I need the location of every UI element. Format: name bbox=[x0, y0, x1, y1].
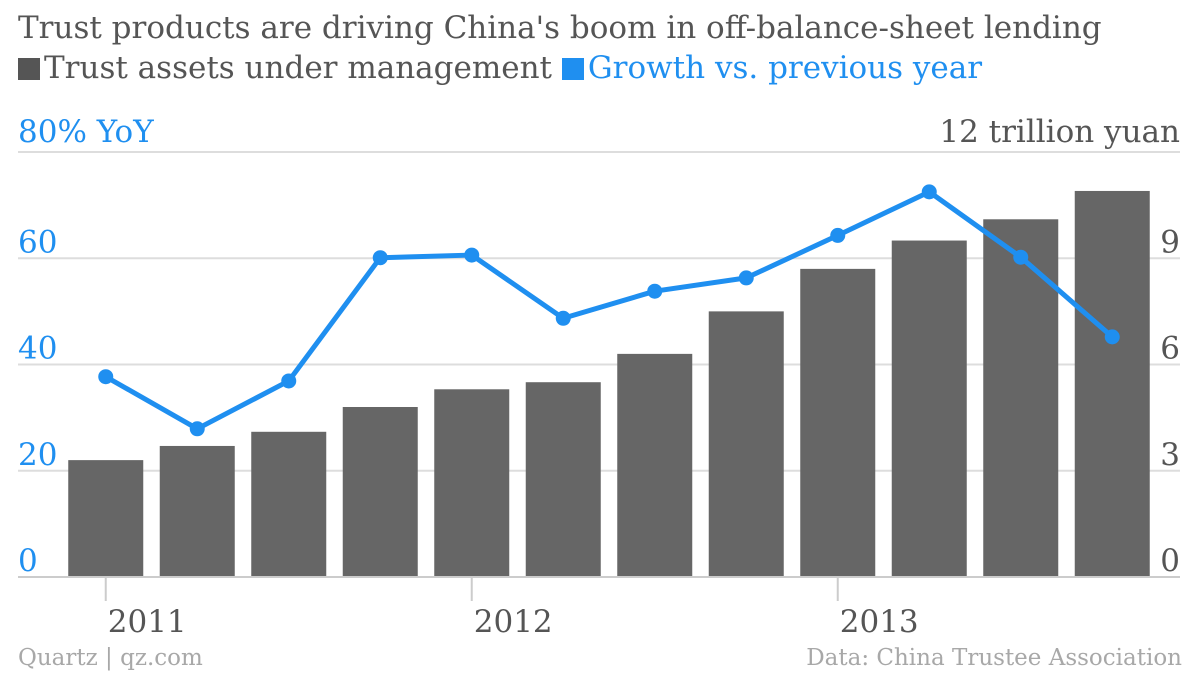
bar bbox=[159, 445, 235, 577]
footer-source-right: Data: China Trustee Association bbox=[806, 645, 1182, 671]
bar bbox=[342, 407, 418, 577]
bar bbox=[708, 311, 784, 577]
growth-point bbox=[830, 227, 846, 243]
bar bbox=[68, 460, 144, 577]
left-axis-tick-label: 60 bbox=[18, 224, 57, 260]
legend-item-trust-assets: Trust assets under management bbox=[18, 50, 552, 86]
growth-point bbox=[464, 247, 480, 263]
bar bbox=[1074, 190, 1150, 578]
bar bbox=[983, 219, 1059, 577]
growth-point bbox=[738, 270, 754, 286]
left-axis-tick-label: 40 bbox=[18, 331, 57, 367]
growth-point bbox=[98, 369, 114, 385]
chart-legend: Trust assets under management Growth vs.… bbox=[18, 50, 982, 86]
x-axis-tick-label: 2013 bbox=[840, 604, 919, 640]
axes: 0 20 40 60 80% YoY 0 3 6 9 12 trillion yuan 2011 20… bbox=[18, 114, 1180, 640]
left-axis-tick-label: 20 bbox=[18, 437, 57, 473]
right-axis-tick-label: 0 bbox=[1160, 543, 1180, 579]
left-axis-label: 80% YoY bbox=[18, 114, 154, 150]
growth-point bbox=[189, 421, 205, 437]
legend-swatch-blue bbox=[561, 58, 584, 80]
right-axis-tick-label: 9 bbox=[1160, 224, 1180, 260]
growth-point bbox=[1104, 329, 1120, 345]
legend-item-growth: Growth vs. previous year bbox=[561, 50, 983, 86]
growth-point bbox=[647, 283, 663, 299]
growth-point bbox=[555, 310, 571, 326]
legend-label-growth: Growth vs. previous year bbox=[587, 50, 983, 86]
bar bbox=[617, 353, 693, 577]
legend-swatch-gray bbox=[18, 58, 40, 80]
bar bbox=[434, 389, 510, 577]
right-axis-label: 12 trillion yuan bbox=[939, 114, 1180, 150]
bar bbox=[525, 382, 601, 577]
x-axis-tick-label: 2012 bbox=[474, 604, 553, 640]
bar bbox=[891, 240, 967, 577]
bar bbox=[800, 268, 876, 577]
chart-title: Trust products are driving China's boom … bbox=[18, 10, 1102, 46]
growth-point bbox=[1013, 249, 1029, 265]
legend-label-trust-assets: Trust assets under management bbox=[44, 50, 553, 86]
bar-series-trust-assets bbox=[68, 190, 1150, 578]
footer-source-left: Quartz | qz.com bbox=[18, 645, 203, 671]
growth-line bbox=[104, 189, 1114, 432]
right-axis-tick-label: 3 bbox=[1160, 437, 1180, 473]
line-series-growth bbox=[98, 184, 1120, 437]
left-axis-tick-label: 0 bbox=[18, 543, 38, 579]
growth-point bbox=[372, 250, 388, 266]
right-axis-tick-label: 6 bbox=[1160, 331, 1180, 367]
growth-point bbox=[281, 373, 297, 389]
x-axis-tick-label: 2011 bbox=[108, 604, 187, 640]
bar bbox=[251, 431, 327, 577]
growth-point bbox=[921, 184, 937, 200]
